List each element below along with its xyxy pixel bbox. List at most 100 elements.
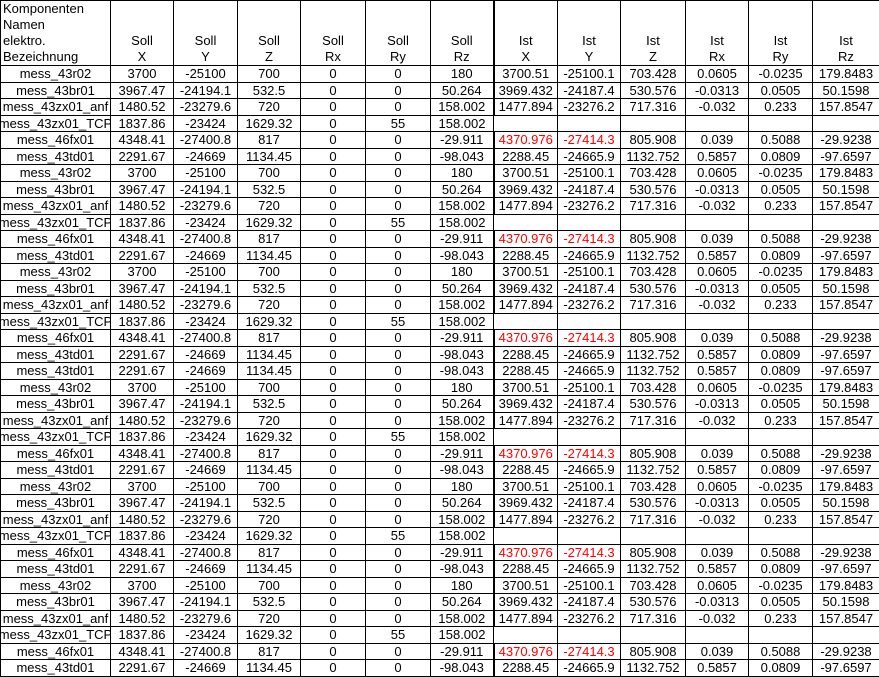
cell-ist-y[interactable]: [558, 528, 621, 545]
cell-ist-x[interactable]: 1477.894: [494, 297, 558, 314]
corner-header-cell[interactable]: Komponenten Namen elektro. Bezeichnung: [1, 1, 111, 66]
cell-ist-rx[interactable]: 0.5857: [686, 148, 749, 165]
cell-ist-z[interactable]: [621, 214, 686, 231]
cell-soll-ry[interactable]: 55: [366, 214, 431, 231]
cell-soll-z[interactable]: 532.5: [238, 181, 301, 198]
cell-ist-z[interactable]: [621, 429, 686, 446]
cell-soll-y[interactable]: -23279.6: [174, 610, 238, 627]
cell-ist-x[interactable]: 4370.976: [494, 330, 558, 347]
cell-soll-rx[interactable]: 0: [301, 528, 366, 545]
cell-ist-ry[interactable]: 0.5088: [749, 132, 813, 149]
row-name-cell[interactable]: mess_46fx01: [1, 330, 111, 347]
cell-soll-y[interactable]: -27400.8: [174, 445, 238, 462]
cell-soll-y[interactable]: -24194.1: [174, 82, 238, 99]
cell-ist-y[interactable]: -24187.4: [558, 280, 621, 297]
cell-ist-z[interactable]: 805.908: [621, 132, 686, 149]
cell-soll-z[interactable]: 700: [238, 379, 301, 396]
cell-ist-x[interactable]: 3700.51: [494, 379, 558, 396]
cell-ist-x[interactable]: [494, 214, 558, 231]
cell-ist-y[interactable]: -25100.1: [558, 165, 621, 182]
cell-soll-rz[interactable]: 158.002: [431, 198, 494, 215]
cell-ist-x[interactable]: 1477.894: [494, 511, 558, 528]
cell-soll-rz[interactable]: 50.264: [431, 280, 494, 297]
cell-ist-ry[interactable]: 0.0809: [749, 462, 813, 479]
cell-ist-x[interactable]: 2288.45: [494, 660, 558, 677]
cell-soll-y[interactable]: -27400.8: [174, 132, 238, 149]
cell-ist-rx[interactable]: 0.0605: [686, 165, 749, 182]
cell-ist-ry[interactable]: [749, 627, 813, 644]
cell-soll-ry[interactable]: 55: [366, 429, 431, 446]
cell-soll-ry[interactable]: 0: [366, 445, 431, 462]
row-name-cell[interactable]: mess_43r02: [1, 379, 111, 396]
cell-ist-rz[interactable]: -97.6597: [813, 346, 879, 363]
cell-ist-ry[interactable]: 0.0505: [749, 396, 813, 413]
cell-ist-rz[interactable]: -29.9238: [813, 231, 879, 248]
cell-soll-rz[interactable]: -98.043: [431, 462, 494, 479]
cell-ist-rz[interactable]: -29.9238: [813, 544, 879, 561]
cell-soll-rx[interactable]: 0: [301, 346, 366, 363]
cell-soll-z[interactable]: 532.5: [238, 594, 301, 611]
cell-ist-y[interactable]: -27414.3: [558, 231, 621, 248]
cell-soll-y[interactable]: -24669: [174, 462, 238, 479]
cell-soll-rz[interactable]: 158.002: [431, 313, 494, 330]
cell-soll-rx[interactable]: 0: [301, 115, 366, 132]
cell-ist-x[interactable]: 4370.976: [494, 643, 558, 660]
cell-ist-z[interactable]: 703.428: [621, 577, 686, 594]
cell-ist-rx[interactable]: 0.5857: [686, 462, 749, 479]
cell-soll-rz[interactable]: -98.043: [431, 247, 494, 264]
cell-soll-x[interactable]: 1837.86: [111, 528, 174, 545]
cell-ist-rz[interactable]: -97.6597: [813, 247, 879, 264]
cell-soll-rx[interactable]: 0: [301, 660, 366, 677]
cell-soll-x[interactable]: 2291.67: [111, 462, 174, 479]
cell-ist-rx[interactable]: [686, 429, 749, 446]
cell-soll-rz[interactable]: 158.002: [431, 610, 494, 627]
cell-soll-rz[interactable]: 158.002: [431, 511, 494, 528]
cell-soll-y[interactable]: -24194.1: [174, 396, 238, 413]
cell-soll-rx[interactable]: 0: [301, 198, 366, 215]
cell-soll-ry[interactable]: 0: [366, 198, 431, 215]
cell-ist-rz[interactable]: 50.1598: [813, 181, 879, 198]
cell-ist-rz[interactable]: 50.1598: [813, 495, 879, 512]
cell-ist-y[interactable]: -23276.2: [558, 610, 621, 627]
cell-ist-rz[interactable]: 157.8547: [813, 511, 879, 528]
cell-ist-z[interactable]: 703.428: [621, 379, 686, 396]
row-name-cell[interactable]: mess_43zx01_TCP: [1, 429, 111, 446]
cell-ist-ry[interactable]: 0.0809: [749, 148, 813, 165]
cell-soll-ry[interactable]: 0: [366, 346, 431, 363]
cell-ist-y[interactable]: [558, 627, 621, 644]
cell-ist-y[interactable]: [558, 214, 621, 231]
cell-ist-y[interactable]: -23276.2: [558, 198, 621, 215]
cell-ist-ry[interactable]: 0.233: [749, 412, 813, 429]
row-name-cell[interactable]: mess_43td01: [1, 148, 111, 165]
cell-ist-ry[interactable]: -0.0235: [749, 264, 813, 281]
cell-ist-rz[interactable]: -29.9238: [813, 643, 879, 660]
row-name-cell[interactable]: mess_43zx01_anf: [1, 412, 111, 429]
cell-ist-x[interactable]: 2288.45: [494, 462, 558, 479]
row-name-cell[interactable]: mess_43zx01_TCP: [1, 627, 111, 644]
cell-soll-x[interactable]: 3700: [111, 165, 174, 182]
cell-soll-x[interactable]: 4348.41: [111, 132, 174, 149]
cell-ist-y[interactable]: -24187.4: [558, 181, 621, 198]
cell-soll-ry[interactable]: 0: [366, 412, 431, 429]
cell-soll-rx[interactable]: 0: [301, 264, 366, 281]
cell-soll-ry[interactable]: 0: [366, 132, 431, 149]
cell-ist-y[interactable]: -23276.2: [558, 511, 621, 528]
cell-soll-rx[interactable]: 0: [301, 544, 366, 561]
cell-ist-rz[interactable]: 179.8483: [813, 379, 879, 396]
cell-soll-ry[interactable]: 0: [366, 511, 431, 528]
cell-soll-z[interactable]: 817: [238, 643, 301, 660]
cell-soll-z[interactable]: 1629.32: [238, 429, 301, 446]
cell-soll-x[interactable]: 4348.41: [111, 330, 174, 347]
cell-ist-y[interactable]: -24665.9: [558, 363, 621, 380]
cell-soll-rz[interactable]: -29.911: [431, 330, 494, 347]
cell-soll-ry[interactable]: 55: [366, 627, 431, 644]
cell-soll-x[interactable]: 3967.47: [111, 396, 174, 413]
cell-ist-z[interactable]: 717.316: [621, 198, 686, 215]
cell-ist-x[interactable]: 1477.894: [494, 99, 558, 116]
cell-soll-ry[interactable]: 55: [366, 313, 431, 330]
cell-ist-ry[interactable]: 0.5088: [749, 330, 813, 347]
cell-ist-y[interactable]: -24187.4: [558, 82, 621, 99]
cell-soll-rx[interactable]: 0: [301, 280, 366, 297]
cell-ist-x[interactable]: [494, 627, 558, 644]
